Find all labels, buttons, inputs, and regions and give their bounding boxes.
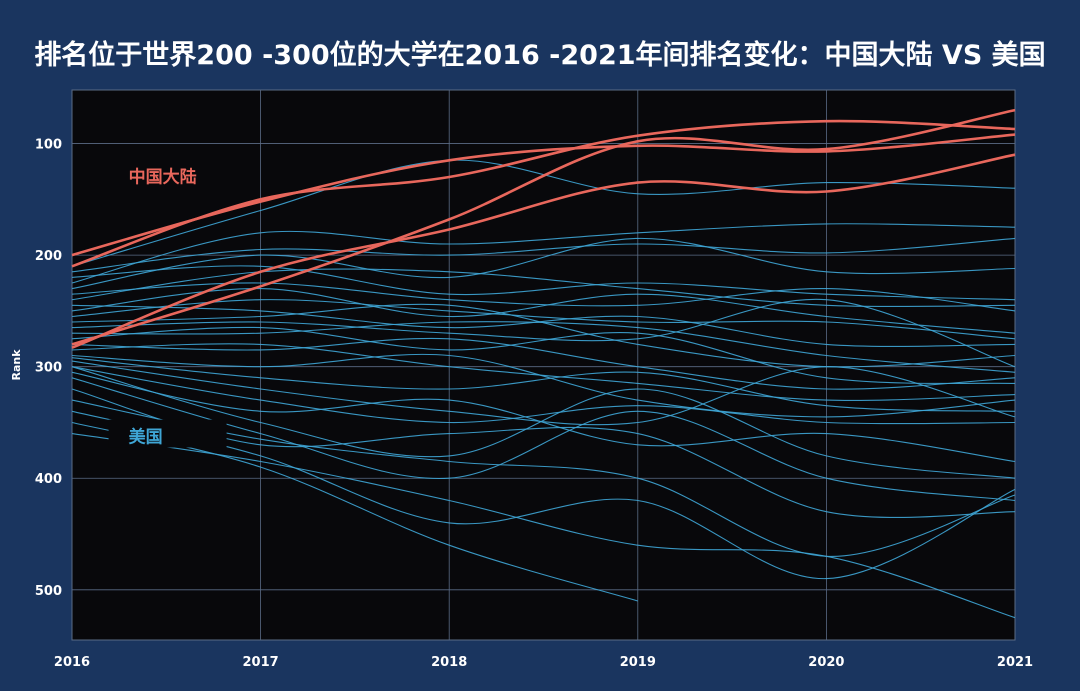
usa-series-line xyxy=(71,288,1016,334)
usa-series-line xyxy=(71,268,1016,308)
china-annotation-label: 中国大陆 xyxy=(129,167,197,188)
grid xyxy=(72,90,1015,640)
usa-series-line xyxy=(71,159,1016,267)
x-tick-label: 2018 xyxy=(431,655,467,670)
usa-series-line xyxy=(71,237,1016,290)
usa-series-line xyxy=(71,366,1016,479)
x-tick-label: 2021 xyxy=(997,655,1033,670)
x-tick-label: 2020 xyxy=(808,655,844,670)
usa-series-line xyxy=(71,237,1016,273)
tick-labels: 2016 2017 2018 2019 2020 2021 100 200 300 400 500 R… xyxy=(10,138,1033,670)
usa-series-line xyxy=(71,223,1016,284)
x-tick-label: 2017 xyxy=(243,655,279,670)
y-tick-label: 100 xyxy=(35,138,62,153)
y-axis-label: Rank xyxy=(10,349,23,381)
usa-series-group xyxy=(71,159,1016,619)
usa-series-line xyxy=(71,321,1016,373)
china-series-line xyxy=(71,133,1016,257)
plot-area xyxy=(71,89,1016,641)
y-tick-label: 500 xyxy=(35,584,62,599)
china-series-group xyxy=(71,108,1016,349)
y-tick-label: 200 xyxy=(35,249,62,264)
usa-series-line xyxy=(71,299,1016,340)
usa-series-line xyxy=(71,360,1016,426)
usa-series-line xyxy=(71,265,1016,301)
china-series-line xyxy=(71,108,1016,346)
chart-title: 排名位于世界200 -300位的大学在2016 -2021年间排名变化：中国大陆… xyxy=(34,40,1046,71)
usa-series-line xyxy=(71,399,1016,557)
x-tick-label: 2016 xyxy=(54,655,90,670)
usa-series-line xyxy=(71,388,1016,519)
china-series-line xyxy=(71,153,1016,349)
usa-series-line xyxy=(71,337,1016,390)
usa-series-line xyxy=(71,433,1016,619)
usa-series-line xyxy=(71,377,1016,502)
china-series-line xyxy=(71,119,1016,268)
usa-series-line xyxy=(71,282,1016,312)
usa-series-line xyxy=(71,298,1016,368)
usa-series-line xyxy=(71,371,1016,463)
usa-series-line xyxy=(71,304,1016,347)
usa-series-line xyxy=(71,410,1016,580)
usa-series-line xyxy=(71,353,1016,418)
usa-series-line xyxy=(71,326,1016,385)
usa-annotation-label: 美国 xyxy=(129,427,163,448)
usa-series-line xyxy=(71,343,1016,401)
x-tick-label: 2019 xyxy=(620,655,656,670)
usa-series-line xyxy=(71,357,1016,412)
y-tick-label: 300 xyxy=(35,361,62,376)
annotation-backdrop xyxy=(108,419,227,448)
usa-series-line xyxy=(71,366,1016,425)
y-tick-label: 400 xyxy=(35,472,62,487)
